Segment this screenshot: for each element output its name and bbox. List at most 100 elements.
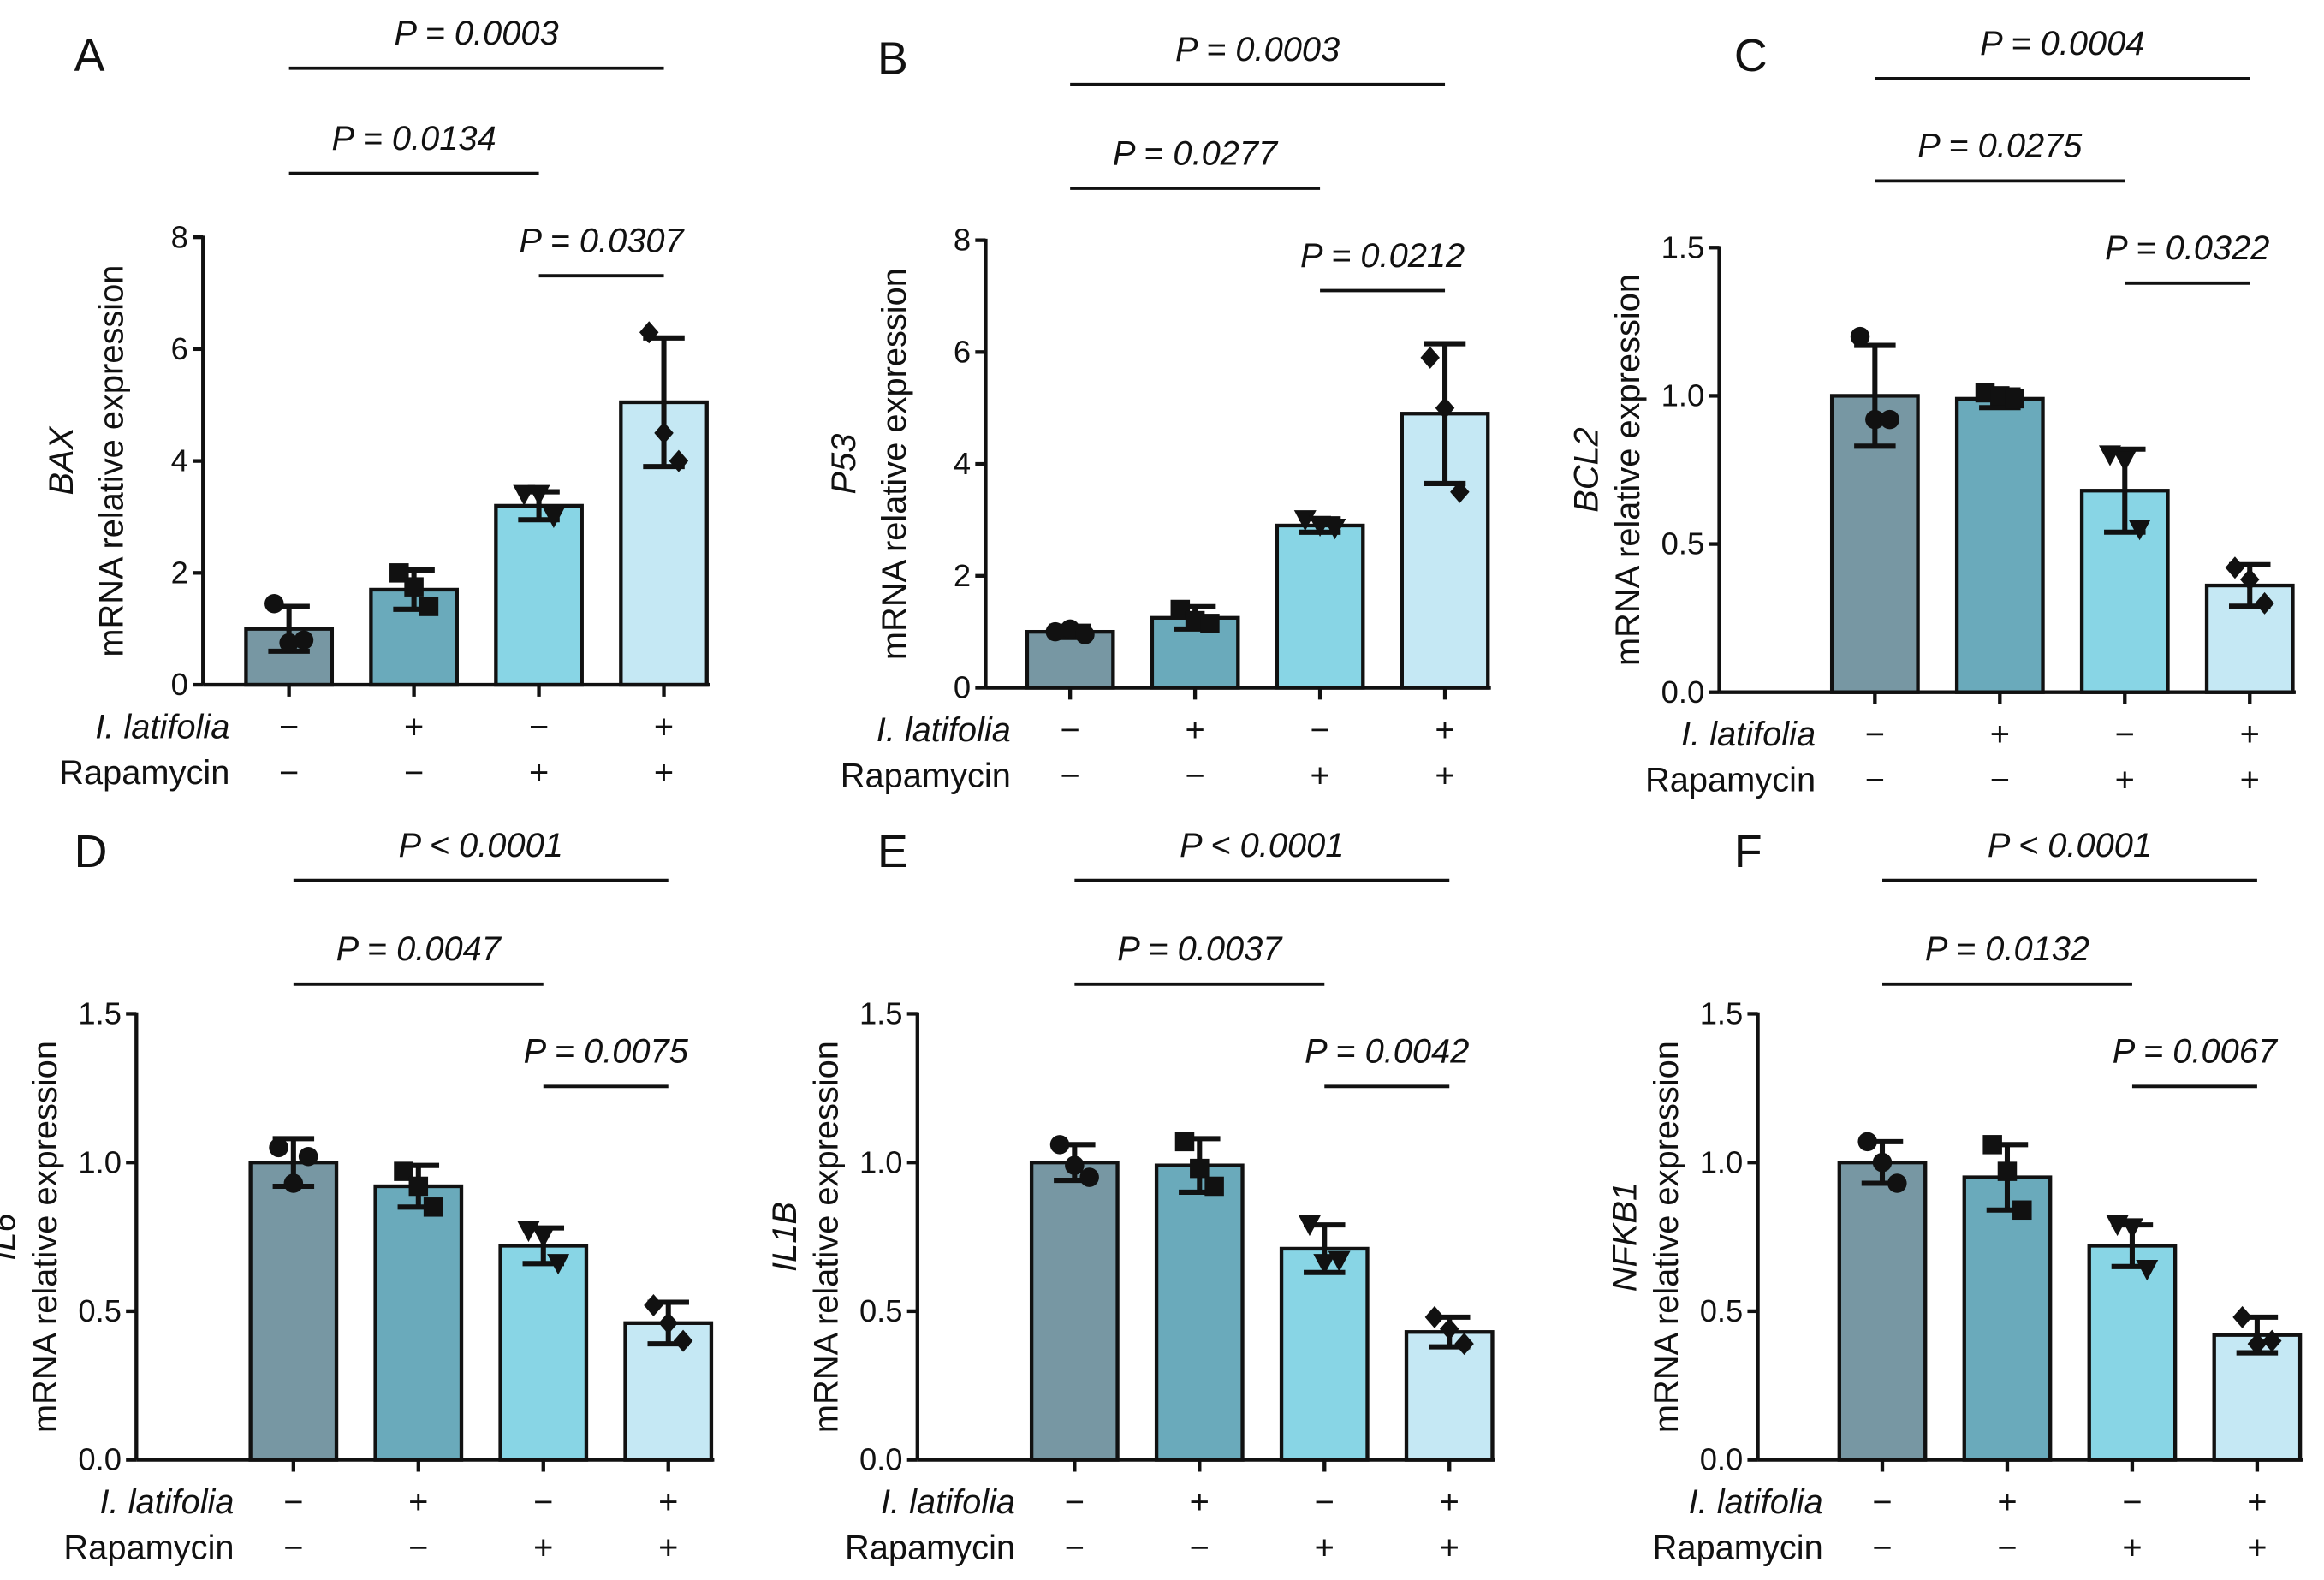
data-point-diamond — [2232, 1305, 2252, 1328]
bar-1 — [1025, 629, 1115, 690]
y-tick-label: 1.0 — [1661, 378, 1705, 413]
data-point-diamond — [1435, 396, 1455, 419]
y-axis-label: mRNA relative expression — [807, 1041, 845, 1433]
data-point-square — [2012, 1200, 2032, 1221]
plus-sign: + — [1435, 757, 1454, 795]
plus-sign: + — [2240, 716, 2260, 753]
plus-sign: + — [1997, 1483, 2017, 1521]
plus-sign: + — [533, 1530, 553, 1567]
minus-sign: − — [283, 1483, 303, 1521]
data-point-square — [1975, 383, 1995, 403]
panel-F: F 0.0 0.5 1.0 1.5 NFKB1 mRNA relative expressi… — [1607, 826, 2303, 1567]
y-tick-label: 0.0 — [1700, 1442, 1744, 1477]
plus-sign: + — [1310, 757, 1329, 795]
p-value-label: P = 0.0042 — [1305, 1033, 1469, 1071]
minus-sign: − — [404, 754, 424, 792]
data-point-triangle — [2098, 445, 2121, 466]
data-point-circle — [1065, 1155, 1085, 1175]
bar-3 — [494, 503, 584, 687]
plus-sign: + — [1315, 1530, 1334, 1567]
data-point-circle — [1880, 409, 1899, 430]
data-point-square — [1982, 1135, 2002, 1155]
factor-label: Rapamycin — [63, 1530, 234, 1567]
plus-sign: + — [1990, 716, 2010, 753]
minus-sign: − — [283, 1530, 303, 1567]
plus-sign: + — [1440, 1483, 1459, 1521]
data-point-circle — [1049, 1135, 1070, 1155]
data-point-triangle — [1298, 1215, 1321, 1237]
data-point-triangle — [2113, 451, 2137, 472]
y-tick-label: 8 — [954, 223, 971, 258]
bar-2 — [1962, 1175, 2053, 1462]
data-point-triangle — [547, 1254, 570, 1275]
minus-sign: − — [1061, 711, 1080, 749]
y-tick-label: 1.5 — [859, 996, 903, 1031]
data-point-circle — [1060, 619, 1080, 639]
panel-letter: A — [74, 30, 105, 81]
factor-label: I. latifolia — [1689, 1483, 1823, 1521]
plus-sign: + — [2115, 762, 2135, 799]
y-tick-label: 6 — [954, 334, 971, 369]
factor-label: Rapamycin — [1653, 1530, 1823, 1567]
plus-sign: + — [1440, 1530, 1459, 1567]
plus-sign: + — [658, 1483, 678, 1521]
plus-sign: + — [2247, 1483, 2267, 1521]
minus-sign: − — [1990, 762, 2010, 799]
data-point-square — [404, 577, 424, 597]
plus-sign: + — [654, 754, 674, 792]
data-point-diamond — [673, 1329, 693, 1352]
minus-sign: − — [1865, 716, 1885, 753]
factor-label: Rapamycin — [841, 757, 1011, 795]
p-value-label: P = 0.0275 — [1917, 128, 2083, 165]
y-tick-label: 4 — [171, 443, 188, 478]
data-point-square — [1997, 1161, 2018, 1181]
minus-sign: − — [1315, 1483, 1334, 1521]
bar-1 — [1029, 1161, 1120, 1462]
panel-letter: C — [1734, 30, 1768, 81]
minus-sign: − — [1310, 711, 1329, 749]
factor-label: Rapamycin — [59, 754, 229, 792]
data-point-square — [2005, 389, 2024, 409]
data-point-circle — [1045, 621, 1066, 642]
y-tick-label: 0.0 — [78, 1442, 122, 1477]
bar-1 — [248, 1161, 339, 1462]
minus-sign: − — [1997, 1530, 2017, 1567]
factor-label: I. latifolia — [877, 711, 1011, 749]
data-point-diamond — [2247, 1333, 2268, 1356]
panel-B: B 0 2 4 6 8 P53 mRNA relative expression P = 0.0… — [825, 31, 1491, 795]
data-point-square — [419, 597, 439, 616]
panel-E: E 0.0 0.5 1.0 1.5 IL1B mRNA relative expressio… — [766, 826, 1495, 1567]
data-point-circle — [279, 633, 299, 653]
y-tick-label: 0 — [171, 667, 188, 702]
data-point-circle — [1857, 1132, 1877, 1152]
data-point-triangle — [1313, 1254, 1336, 1275]
p-value-label: P = 0.0212 — [1300, 237, 1465, 275]
data-point-circle — [1872, 1152, 1893, 1173]
y-tick-label: 1.5 — [1700, 996, 1744, 1031]
data-point-triangle — [1328, 1250, 1351, 1272]
minus-sign: − — [1872, 1483, 1892, 1521]
plus-sign: + — [529, 754, 549, 792]
minus-sign: − — [533, 1483, 553, 1521]
data-point-diamond — [1450, 480, 1470, 503]
plus-sign: + — [408, 1483, 428, 1521]
data-point-diamond — [1424, 1305, 1445, 1328]
minus-sign: − — [1872, 1530, 1892, 1567]
factor-label: I. latifolia — [1681, 716, 1816, 753]
p-value-label: P < 0.0001 — [1180, 827, 1344, 864]
p-value-label: P = 0.0307 — [519, 222, 685, 259]
data-point-circle — [1075, 625, 1095, 644]
data-point-circle — [1079, 1167, 1099, 1187]
y-tick-label: 8 — [171, 219, 188, 254]
data-point-diamond — [1420, 346, 1440, 369]
bar-3 — [2087, 1244, 2178, 1462]
p-value-label: P = 0.0277 — [1113, 134, 1279, 172]
p-value-label: P = 0.0003 — [1175, 31, 1340, 68]
plus-sign: + — [658, 1530, 678, 1567]
y-axis-gene-label: P53 — [825, 434, 863, 495]
data-point-circle — [283, 1173, 304, 1193]
data-point-diamond — [644, 1293, 663, 1316]
minus-sign: − — [1065, 1530, 1085, 1567]
data-point-circle — [269, 1137, 288, 1158]
